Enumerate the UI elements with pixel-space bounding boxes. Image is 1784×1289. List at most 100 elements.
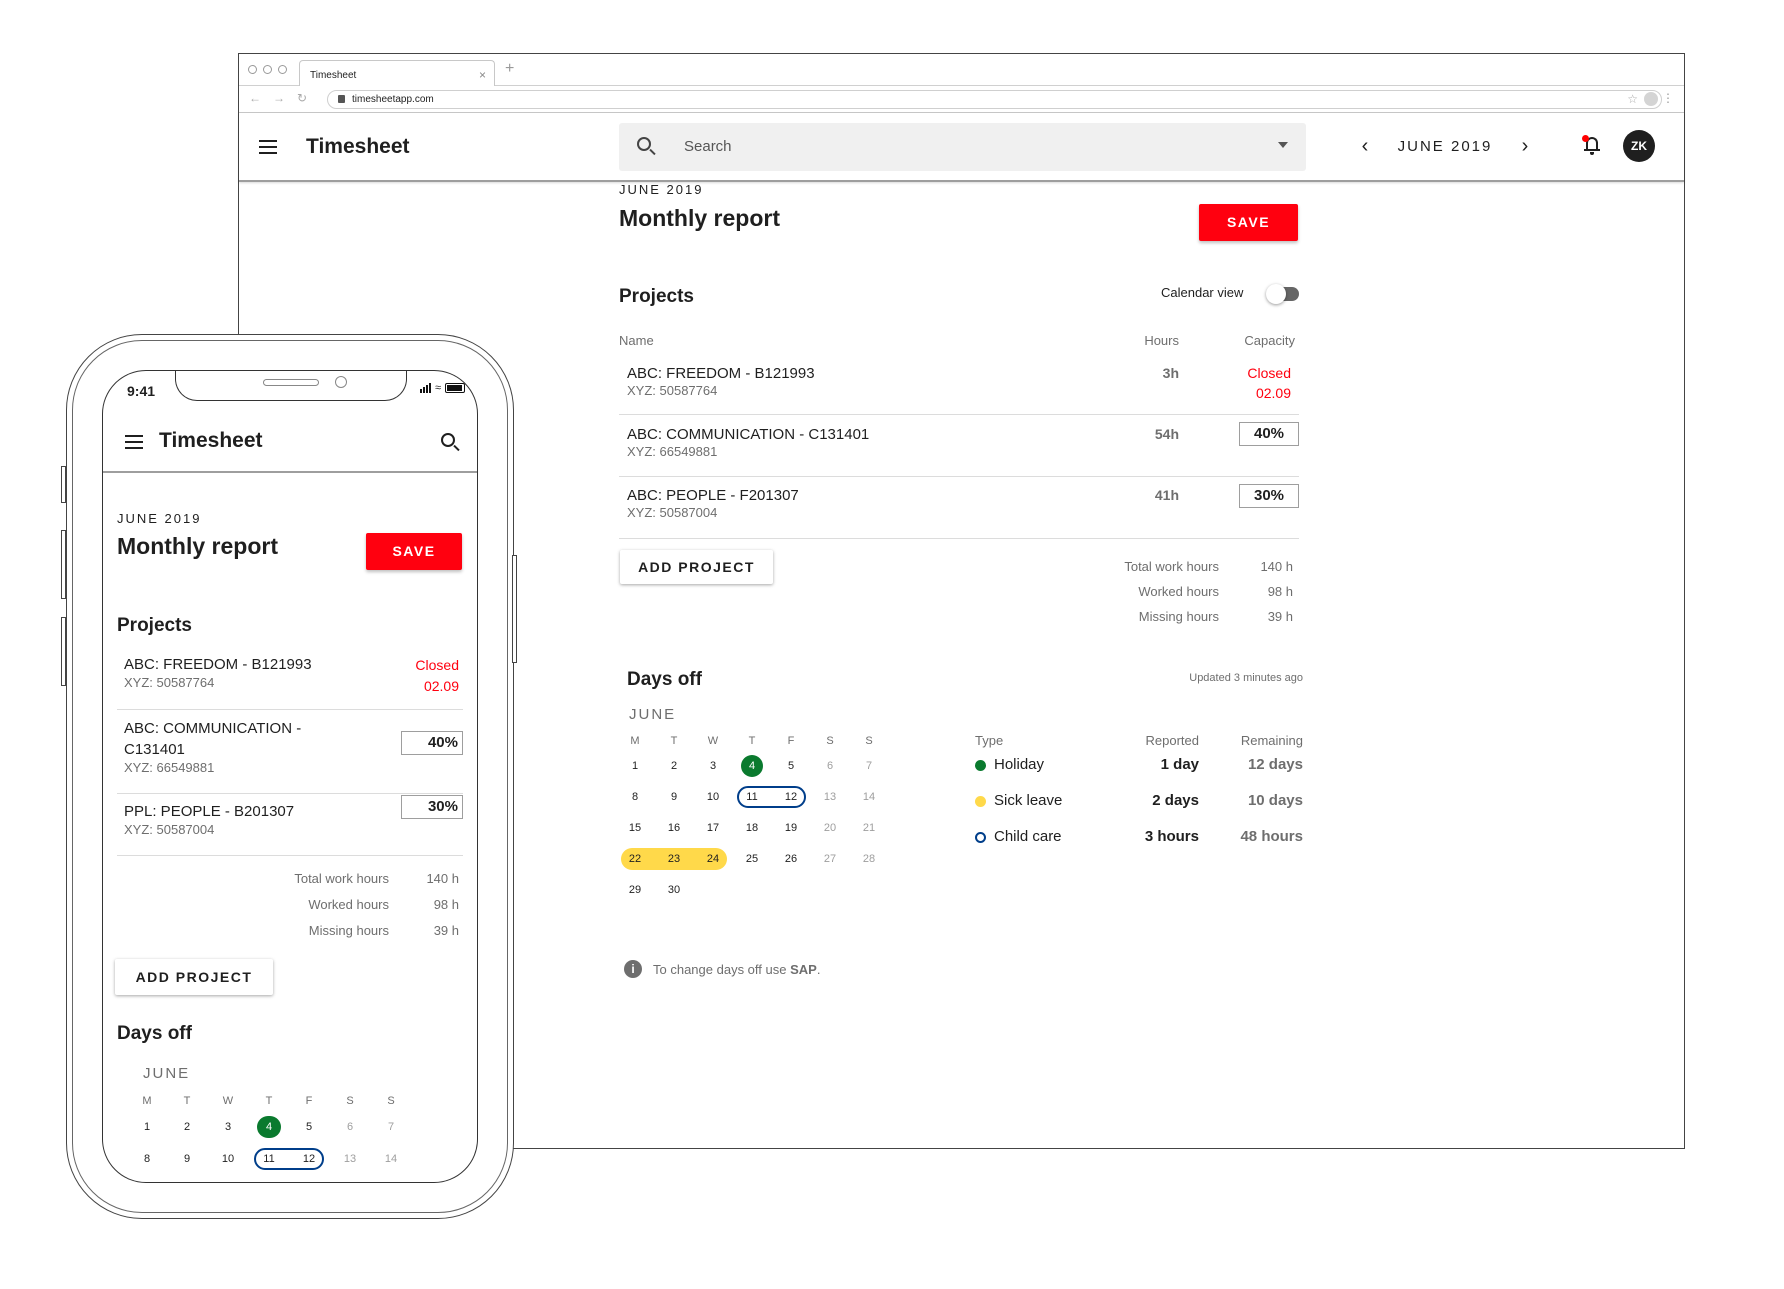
- mobile-project-code: XYZ: 50587004: [124, 822, 215, 837]
- dropdown-caret-icon[interactable]: [1278, 142, 1288, 148]
- status-date: 02.09: [1255, 385, 1291, 401]
- sap-link[interactable]: SAP: [790, 962, 817, 977]
- calendar-day[interactable]: 1: [631, 760, 639, 772]
- mobile-summary-label: Worked hours: [308, 897, 389, 912]
- calendar-day[interactable]: 21: [862, 822, 876, 834]
- calendar-day[interactable]: 28: [862, 853, 876, 865]
- mobile-summary-value: 140 h: [426, 871, 459, 886]
- calendar-day[interactable]: 27: [823, 853, 837, 865]
- calendar-day[interactable]: 11: [263, 1153, 275, 1165]
- calendar-day[interactable]: 14: [862, 791, 876, 803]
- calendar-day[interactable]: 4: [265, 1121, 273, 1133]
- legend-remaining: 12 days: [1247, 756, 1303, 773]
- legend-type: Holiday: [994, 756, 1045, 773]
- capacity-input[interactable]: 30%: [1239, 484, 1299, 508]
- mobile-project-name: ABC: COMMUNICATION -: [124, 720, 302, 737]
- calendar-day[interactable]: 2: [183, 1121, 191, 1133]
- calendar-day[interactable]: 14: [384, 1153, 398, 1165]
- add-project-button[interactable]: ADD PROJECT: [620, 550, 773, 584]
- calendar-day[interactable]: 26: [784, 853, 798, 865]
- calendar-day[interactable]: 3: [709, 760, 717, 772]
- back-arrow-icon[interactable]: ←: [249, 91, 261, 105]
- mobile-capacity-input[interactable]: 40%: [401, 731, 463, 755]
- calendar-day[interactable]: 3: [224, 1121, 232, 1133]
- tab-close-icon[interactable]: ×: [478, 68, 486, 82]
- notification-dot: [1582, 135, 1589, 142]
- battery-icon: [445, 383, 465, 393]
- calendar-view-toggle[interactable]: [1266, 284, 1299, 304]
- calendar-day[interactable]: 6: [826, 760, 834, 772]
- new-tab-icon[interactable]: +: [505, 60, 515, 77]
- calendar-day[interactable]: 20: [823, 822, 837, 834]
- summary-value: 140 h: [1260, 559, 1293, 574]
- calendar-day[interactable]: 22: [628, 853, 642, 865]
- mobile-summary-value: 98 h: [433, 897, 459, 912]
- calendar-day[interactable]: 10: [221, 1153, 235, 1165]
- column-capacity: Capacity: [1244, 333, 1295, 348]
- notification-bell-icon[interactable]: [1582, 135, 1600, 155]
- calendar-day[interactable]: 8: [143, 1153, 151, 1165]
- calendar-day[interactable]: 23: [667, 853, 681, 865]
- mobile-project-name: PPL: PEOPLE - B201307: [124, 803, 295, 820]
- browser-tab[interactable]: Timesheet ×: [299, 60, 495, 86]
- phone-speaker: [263, 379, 319, 386]
- calendar-day[interactable]: 9: [670, 791, 678, 803]
- calendar-day[interactable]: 25: [745, 853, 759, 865]
- search-input[interactable]: Search: [619, 123, 1306, 171]
- calendar-day[interactable]: 29: [628, 884, 642, 896]
- divider: [117, 855, 463, 856]
- calendar-day[interactable]: 13: [823, 791, 837, 803]
- mobile-summary-label: Missing hours: [308, 923, 389, 938]
- reload-icon[interactable]: ↻: [297, 91, 308, 105]
- url-field[interactable]: timesheetapp.com: [327, 90, 1662, 109]
- bookmark-star-icon[interactable]: ☆: [1627, 92, 1638, 106]
- mobile-search-icon[interactable]: [441, 433, 455, 447]
- calendar-day[interactable]: 18: [745, 822, 759, 834]
- calendar-view-label: Calendar view: [1161, 285, 1244, 300]
- close-window-dot[interactable]: [248, 65, 257, 74]
- mobile-add-project-button[interactable]: ADD PROJECT: [115, 959, 273, 995]
- legend-remaining-header: Remaining: [1240, 733, 1303, 748]
- calendar-day[interactable]: 11: [746, 791, 758, 803]
- phone-camera: [335, 376, 347, 388]
- calendar-day[interactable]: 5: [787, 760, 795, 772]
- mobile-menu-icon[interactable]: [125, 435, 143, 449]
- capacity-input[interactable]: 40%: [1239, 422, 1299, 446]
- minimize-window-dot[interactable]: [263, 65, 272, 74]
- avatar[interactable]: ZK: [1623, 130, 1655, 162]
- next-month-icon[interactable]: ›: [1521, 135, 1529, 157]
- calendar-day[interactable]: 10: [706, 791, 720, 803]
- page-title: Monthly report: [619, 205, 780, 231]
- calendar-day[interactable]: 2: [670, 760, 678, 772]
- calendar-day[interactable]: 30: [667, 884, 681, 896]
- save-button[interactable]: SAVE: [1199, 204, 1298, 241]
- legend-remaining: 10 days: [1247, 792, 1303, 809]
- maximize-window-dot[interactable]: [278, 65, 287, 74]
- browser-menu-icon[interactable]: ⋮: [1662, 91, 1674, 105]
- mobile-save-button[interactable]: SAVE: [366, 533, 462, 570]
- calendar-day[interactable]: 12: [302, 1153, 316, 1165]
- calendar-day[interactable]: 15: [628, 822, 642, 834]
- forward-arrow-icon[interactable]: →: [273, 91, 285, 105]
- calendar-day[interactable]: 7: [387, 1121, 395, 1133]
- previous-month-icon[interactable]: ‹: [1361, 135, 1369, 157]
- calendar-day[interactable]: 1: [143, 1121, 151, 1133]
- calendar-day[interactable]: 24: [706, 853, 720, 865]
- calendar-day[interactable]: 7: [865, 760, 873, 772]
- calendar-day[interactable]: 4: [748, 760, 756, 772]
- calendar-day[interactable]: 8: [631, 791, 639, 803]
- calendar-month: JUNE: [629, 706, 677, 723]
- calendar-day[interactable]: 16: [667, 822, 681, 834]
- browser-profile-icon[interactable]: [1644, 92, 1658, 106]
- menu-icon[interactable]: [259, 140, 277, 154]
- calendar-day[interactable]: 9: [183, 1153, 191, 1165]
- calendar-day[interactable]: 13: [343, 1153, 357, 1165]
- calendar-day[interactable]: 5: [305, 1121, 313, 1133]
- summary-value: 39 h: [1267, 609, 1293, 624]
- calendar-day[interactable]: 12: [784, 791, 798, 803]
- mobile-capacity-input[interactable]: 30%: [401, 795, 463, 819]
- calendar-day[interactable]: 19: [784, 822, 798, 834]
- window-controls: [248, 65, 287, 74]
- calendar-day[interactable]: 17: [706, 822, 720, 834]
- calendar-day[interactable]: 6: [346, 1121, 354, 1133]
